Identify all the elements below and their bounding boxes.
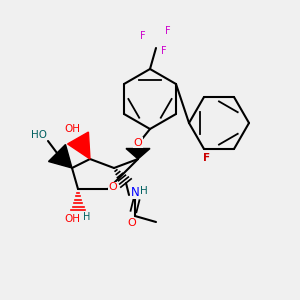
Text: H: H <box>140 185 148 196</box>
Text: O: O <box>108 182 117 193</box>
Text: O: O <box>128 218 136 229</box>
Polygon shape <box>126 148 150 159</box>
Text: F: F <box>161 46 166 56</box>
Text: F: F <box>140 31 145 41</box>
Text: H: H <box>83 212 91 223</box>
Text: N: N <box>130 185 140 199</box>
Text: OH: OH <box>64 214 80 224</box>
Polygon shape <box>68 132 90 159</box>
Polygon shape <box>49 145 72 168</box>
Text: HO: HO <box>31 130 47 140</box>
Text: F: F <box>165 26 171 37</box>
Text: O: O <box>134 137 142 148</box>
Text: OH: OH <box>64 124 80 134</box>
Text: F: F <box>203 153 211 163</box>
